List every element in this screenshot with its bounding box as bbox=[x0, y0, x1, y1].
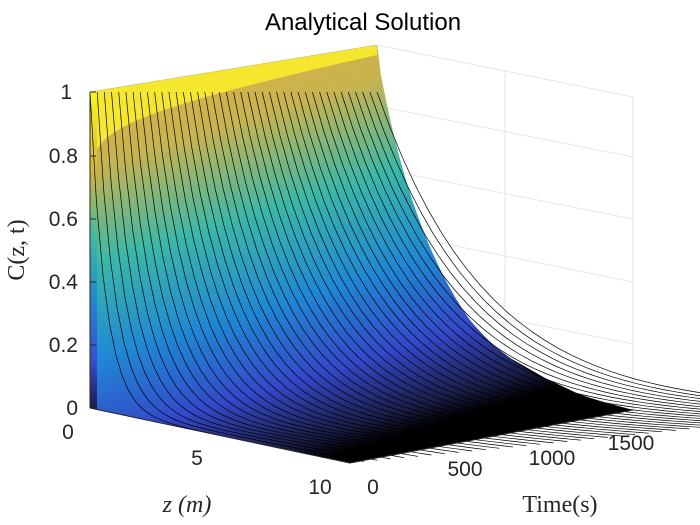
chart-title: Analytical Solution bbox=[265, 9, 461, 36]
mesh-line-time bbox=[312, 91, 700, 417]
y-tick-label: 1500 bbox=[608, 432, 655, 455]
mesh-line-time bbox=[161, 91, 486, 451]
z-tick-label: 0.6 bbox=[49, 208, 78, 231]
surface-top-strip bbox=[90, 45, 377, 150]
x-tick-label: 5 bbox=[191, 447, 203, 470]
mesh-line-time bbox=[233, 91, 622, 437]
mesh-line-time bbox=[96, 91, 364, 463]
y-tick-label: 0 bbox=[367, 476, 379, 499]
y-axis-ticks: 0 500 1000 1500 bbox=[367, 432, 654, 499]
surface-mesh bbox=[89, 91, 700, 464]
mesh-line-time bbox=[333, 91, 700, 410]
mesh-line-time bbox=[355, 91, 700, 402]
mesh-line-time bbox=[168, 91, 500, 449]
mesh-line-time bbox=[132, 91, 432, 456]
mesh-line-time bbox=[182, 91, 527, 446]
mesh-line-time bbox=[139, 91, 446, 455]
mesh-line-time bbox=[118, 91, 405, 459]
mesh-line-time bbox=[240, 91, 636, 435]
mesh-line-time bbox=[103, 91, 378, 461]
z-tick-label: 0 bbox=[66, 397, 78, 420]
mesh-line-time bbox=[218, 91, 595, 440]
mesh-line-time bbox=[190, 91, 541, 445]
mesh-line-time bbox=[204, 91, 568, 442]
mesh-line-time bbox=[225, 91, 608, 438]
z-axis-ticks: 0 0.2 0.4 0.6 0.8 1 bbox=[49, 81, 79, 420]
x-axis-ticks: 0 5 10 bbox=[62, 421, 332, 499]
z-tick-label: 0.8 bbox=[49, 145, 78, 168]
y-tick-label: 500 bbox=[447, 458, 482, 481]
mesh-line-time bbox=[283, 91, 700, 426]
mesh-line-time bbox=[269, 91, 690, 430]
mesh-line-time bbox=[111, 91, 391, 460]
mesh-line-time bbox=[197, 91, 554, 444]
mesh-line-time bbox=[340, 91, 700, 408]
y-axis-label: Time(s) bbox=[522, 492, 597, 518]
z-axis-label: C(z, t) bbox=[4, 219, 30, 280]
mesh-line-time bbox=[254, 91, 663, 433]
x-axis-label: z (m) bbox=[162, 492, 212, 518]
mesh-line-time bbox=[261, 91, 676, 431]
mesh-line-time bbox=[347, 91, 700, 405]
surface-front-edge bbox=[90, 92, 97, 410]
axes bbox=[89, 91, 634, 464]
mesh-line-time bbox=[304, 91, 700, 419]
mesh-line-time bbox=[247, 91, 649, 434]
z-tick-label: 0.4 bbox=[49, 271, 79, 294]
mesh-line-time bbox=[211, 91, 581, 441]
mesh-line-time bbox=[326, 91, 700, 412]
mesh-line-time bbox=[125, 91, 418, 457]
z-tick-label: 1 bbox=[60, 81, 72, 104]
mesh-line-time bbox=[175, 91, 513, 448]
mesh-line-time bbox=[362, 91, 700, 399]
mesh-line-time bbox=[147, 91, 459, 453]
mesh-line-time bbox=[290, 91, 700, 424]
mesh-line-time bbox=[376, 91, 700, 394]
x-tick-label: 0 bbox=[62, 421, 74, 444]
x-tick-label: 10 bbox=[308, 476, 331, 499]
mesh-line-time bbox=[369, 91, 700, 397]
mesh-line-time bbox=[154, 91, 473, 452]
mesh-line-time bbox=[319, 91, 700, 415]
mesh-line-time bbox=[276, 91, 700, 428]
z-tick-label: 0.2 bbox=[49, 334, 78, 357]
mesh-line-time bbox=[297, 91, 700, 422]
y-tick-label: 1000 bbox=[529, 447, 576, 470]
